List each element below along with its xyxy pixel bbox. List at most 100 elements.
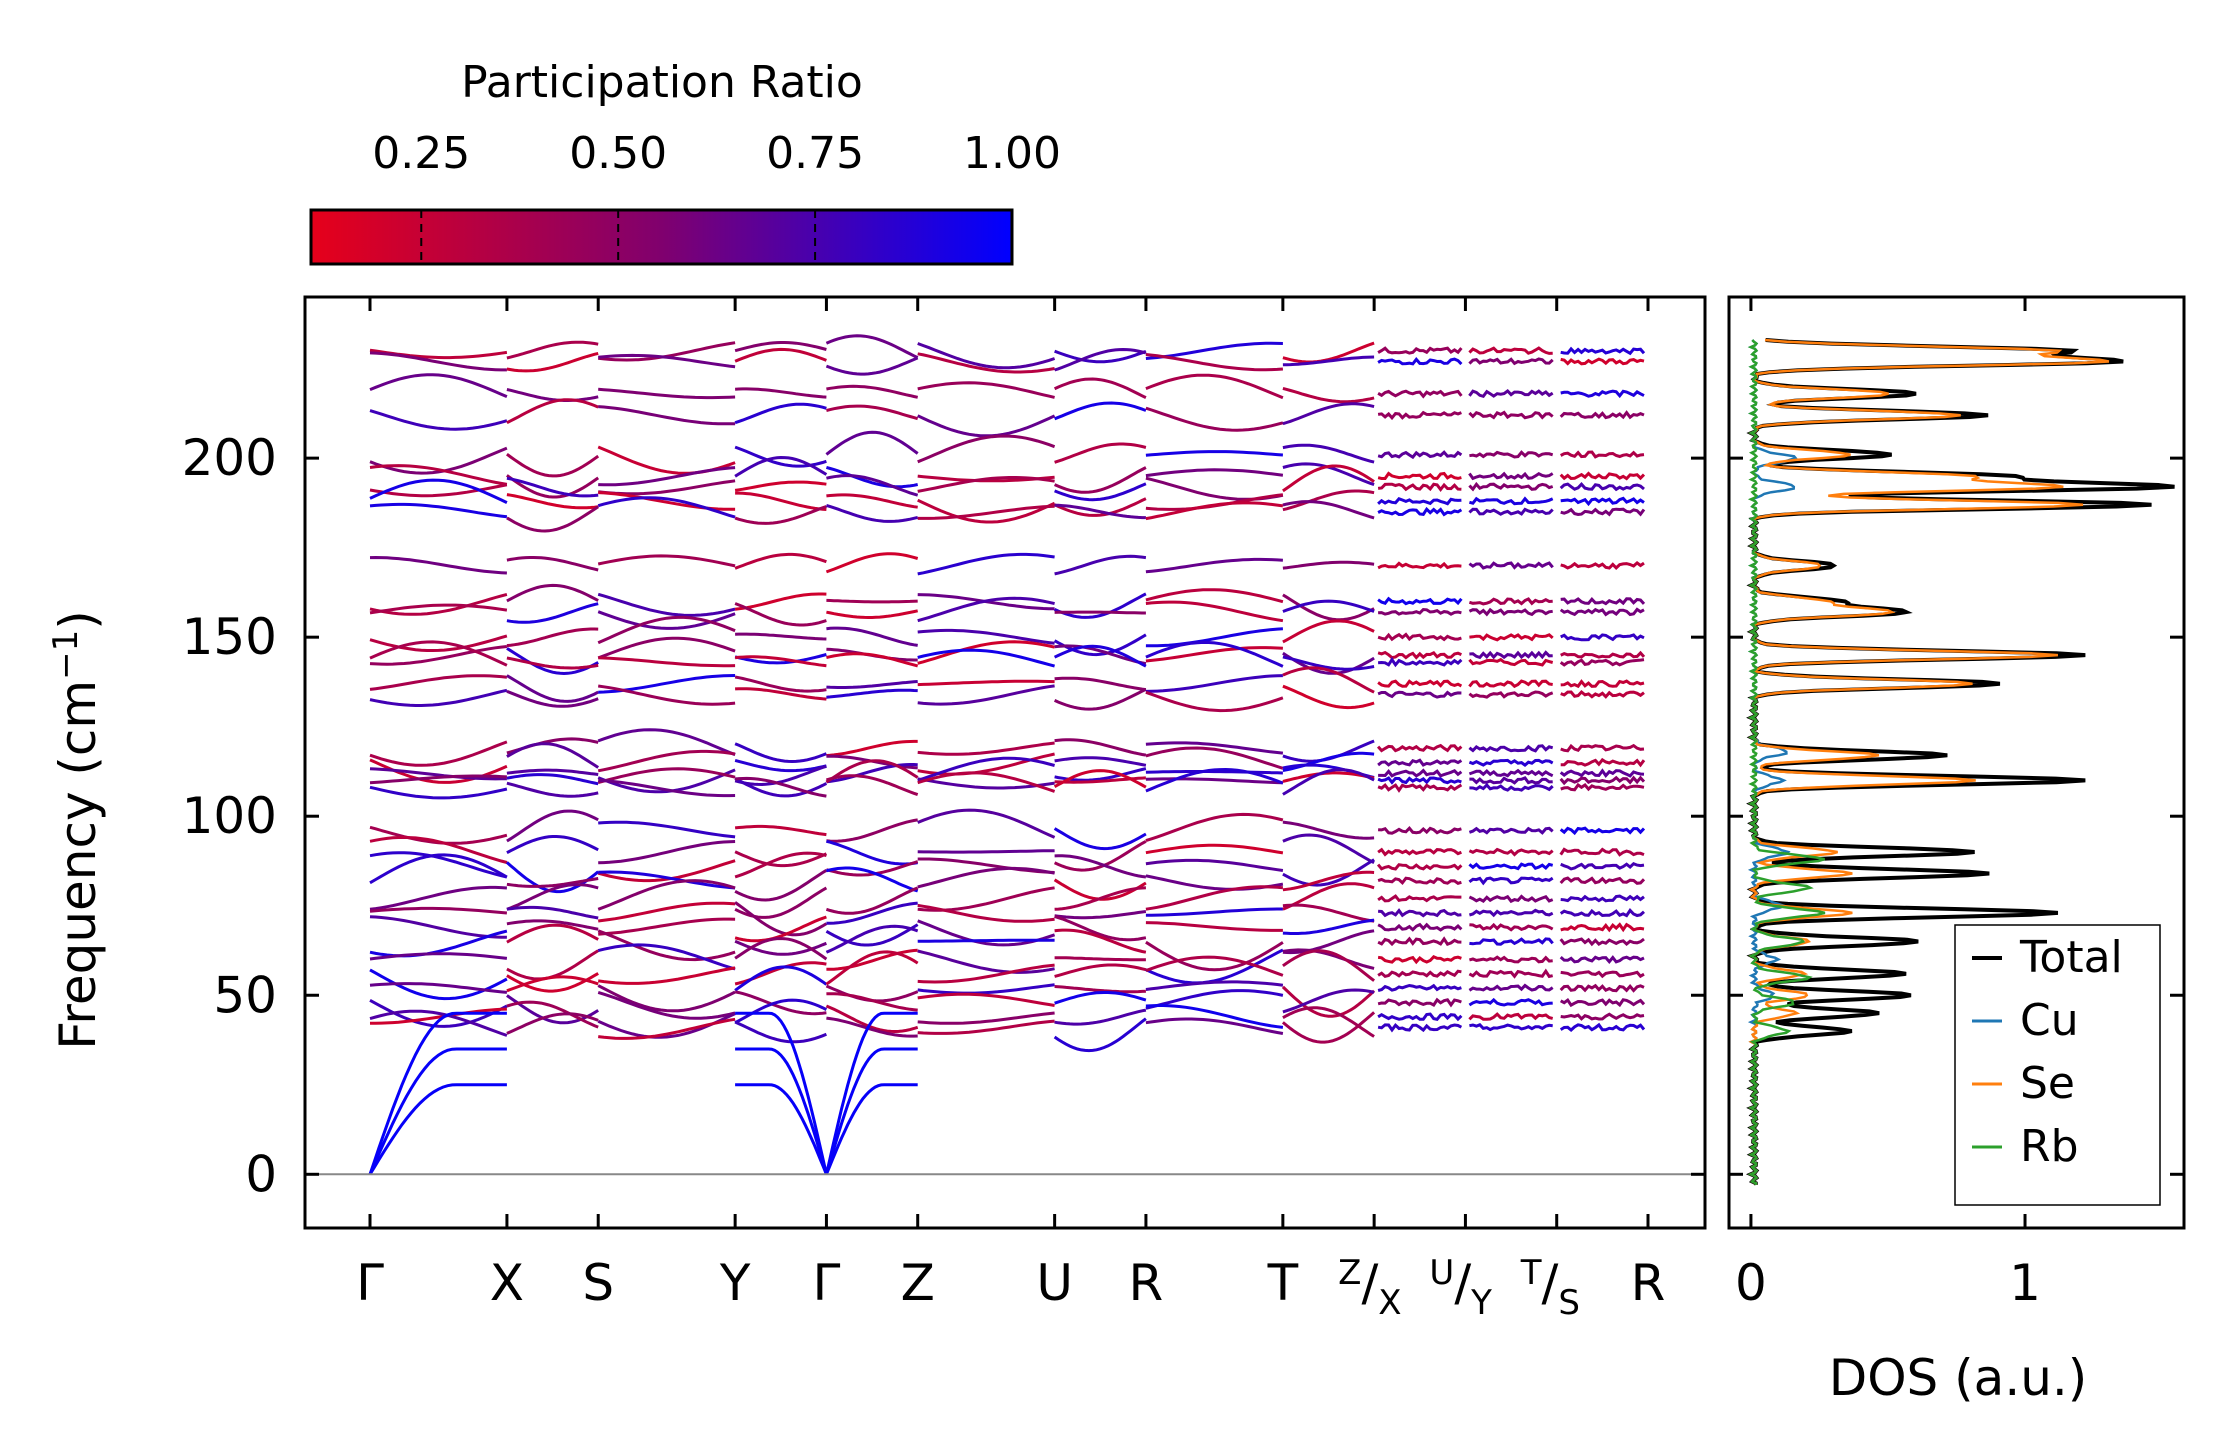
- phonon-bands: [368, 334, 1646, 1176]
- phonon-band: [1145, 1004, 1284, 1029]
- phonon-band: [1282, 948, 1375, 970]
- phonon-band: [735, 687, 827, 701]
- phonon-band: [1468, 997, 1553, 1007]
- phonon-band: [1377, 690, 1462, 699]
- phonon-band: [1377, 908, 1462, 918]
- phonon-band: [1559, 775, 1646, 786]
- phonon-band: [1145, 450, 1284, 457]
- phonon-band: [1560, 757, 1646, 768]
- phonon-band: [1145, 1017, 1284, 1035]
- phonon-band: [1377, 650, 1462, 660]
- phonon-band: [369, 774, 507, 785]
- phonon-band: [734, 402, 827, 425]
- acoustic-branch: [368, 1011, 507, 1175]
- phonon-band: [598, 387, 736, 400]
- phonon-band: [826, 1016, 918, 1038]
- phonon-band: [369, 982, 508, 994]
- phonon-band: [1377, 955, 1462, 965]
- phonon-band: [1468, 357, 1554, 366]
- phonon-band: [735, 632, 827, 641]
- acoustic-branch: [735, 1011, 828, 1175]
- phonon-band: [369, 767, 507, 781]
- phonon-band: [1468, 744, 1554, 753]
- phonon-band: [1377, 969, 1462, 979]
- phonon-band: [1377, 389, 1463, 399]
- phonon-band: [917, 849, 1055, 854]
- phonon-band: [1468, 389, 1554, 399]
- phonon-band: [597, 984, 736, 1013]
- phonon-band: [734, 915, 827, 943]
- phonon-band: [1054, 676, 1147, 692]
- phonon-band: [917, 866, 1055, 889]
- phonon-band: [1559, 937, 1645, 947]
- phonon-band: [825, 923, 919, 947]
- phonon-band: [369, 645, 508, 666]
- phonon-band: [506, 583, 599, 603]
- phonon-band: [826, 839, 918, 866]
- phonon-band: [1377, 783, 1463, 793]
- phonon-band: [597, 496, 736, 519]
- phonon-band: [369, 885, 508, 911]
- phonon-band: [1559, 768, 1645, 778]
- phonon-band: [825, 356, 919, 376]
- phonon-band: [1053, 497, 1147, 517]
- phonon-band: [1145, 690, 1284, 713]
- phonon-band: [1560, 1012, 1645, 1021]
- phonon-band: [1378, 768, 1463, 778]
- phonon-band: [1468, 758, 1554, 768]
- phonon-band: [1377, 936, 1462, 947]
- phonon-band: [1468, 561, 1554, 570]
- phonon-band: [1560, 743, 1645, 753]
- phonon-band: [1145, 767, 1284, 793]
- phonon-band: [917, 886, 1055, 912]
- phonon-band: [1282, 599, 1375, 613]
- colorbar-tick-marks: [420, 210, 817, 264]
- phonon-band: [1559, 658, 1645, 667]
- phonon-band: [1145, 646, 1283, 663]
- phonon-band: [1559, 997, 1646, 1008]
- phonon-band: [734, 901, 828, 937]
- y-tick-label: 150: [182, 608, 277, 666]
- phonon-band: [1469, 633, 1554, 642]
- phonon-band: [597, 929, 736, 962]
- phonon-band: [917, 808, 1056, 839]
- phonon-band: [506, 602, 599, 624]
- phonon-band: [598, 840, 736, 865]
- phonon-band: [1145, 468, 1284, 478]
- phonon-band: [1560, 496, 1645, 507]
- phonon-band: [1054, 347, 1147, 372]
- x-tick-label: S: [582, 1254, 614, 1312]
- phonon-band: [1377, 632, 1462, 642]
- phonon-band: [1560, 922, 1645, 933]
- phonon-band: [1468, 862, 1554, 871]
- phonon-band: [506, 809, 599, 843]
- phonon-band: [734, 776, 827, 798]
- phonon-band: [1377, 1022, 1463, 1033]
- phonon-band: [1282, 355, 1375, 367]
- phonon-band: [1282, 619, 1375, 644]
- phonon-band: [1559, 481, 1645, 492]
- phonon-band: [1145, 406, 1284, 432]
- phonon-band: [1282, 560, 1375, 570]
- legend-label: Total: [2019, 932, 2123, 983]
- phonon-band: [1378, 825, 1462, 835]
- phonon-band: [1378, 607, 1462, 616]
- phonon-band: [598, 405, 736, 426]
- phonon-band: [597, 615, 736, 645]
- phonon-band: [917, 741, 1055, 756]
- phonon-band: [735, 387, 827, 399]
- phonon-band: [1281, 985, 1376, 1018]
- phonon-band: [1377, 758, 1463, 767]
- phonon-band: [1145, 955, 1284, 977]
- phonon-band: [1054, 482, 1147, 502]
- phonon-band: [506, 452, 600, 478]
- phonon-band: [1469, 650, 1553, 660]
- phonon-band: [1282, 666, 1375, 694]
- phonon-band: [1145, 674, 1283, 693]
- phonon-band: [1054, 738, 1147, 757]
- phonon-band: [734, 936, 828, 961]
- phonon-band: [1559, 847, 1645, 857]
- phonon-band: [1469, 450, 1554, 459]
- phonon-band: [917, 476, 1055, 493]
